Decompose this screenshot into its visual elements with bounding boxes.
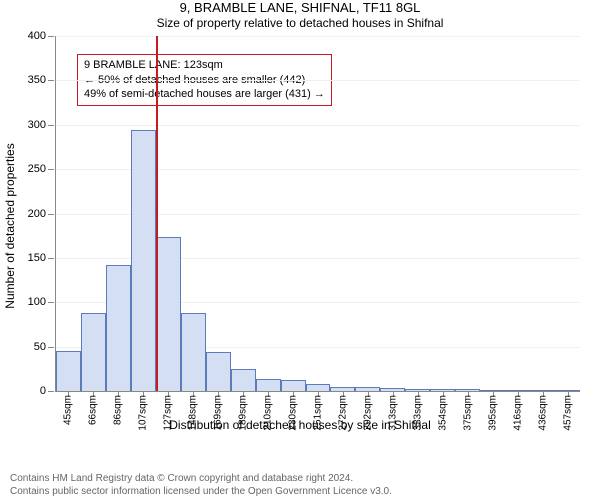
chart-area: Number of detached properties 9 BRAMBLE … — [55, 36, 580, 416]
y-tick — [48, 36, 54, 37]
callout-line: 49% of semi-detached houses are larger (… — [84, 87, 325, 102]
x-tick-label: 416sqm — [512, 395, 523, 431]
y-tick — [48, 214, 54, 215]
x-tick-label: 169sqm — [213, 395, 224, 431]
x-tick-label: 210sqm — [263, 395, 274, 431]
footer-line-2: Contains public sector information licen… — [10, 485, 590, 498]
y-tick-label: 300 — [28, 119, 46, 131]
x-tick-label: 148sqm — [188, 395, 199, 431]
bar — [131, 130, 156, 391]
bar — [206, 352, 231, 391]
x-tick-label: 313sqm — [387, 395, 398, 431]
callout-line: 9 BRAMBLE LANE: 123sqm — [84, 58, 325, 73]
plot-region: 9 BRAMBLE LANE: 123sqm← 50% of detached … — [55, 36, 580, 392]
bar — [106, 265, 131, 391]
x-tick-label: 292sqm — [362, 395, 373, 431]
gridline — [56, 36, 580, 37]
chart-subtitle: Size of property relative to detached ho… — [0, 16, 600, 30]
bar — [231, 369, 256, 391]
y-tick — [48, 347, 54, 348]
y-tick — [48, 80, 54, 81]
x-tick-label: 189sqm — [238, 395, 249, 431]
bar — [306, 384, 331, 391]
footer-line-1: Contains HM Land Registry data © Crown c… — [10, 472, 590, 485]
gridline — [56, 80, 580, 81]
chart-title: 9, BRAMBLE LANE, SHIFNAL, TF11 8GL — [0, 0, 600, 15]
footer: Contains HM Land Registry data © Crown c… — [10, 472, 590, 498]
y-tick-label: 100 — [28, 296, 46, 308]
y-tick-label: 250 — [28, 163, 46, 175]
x-tick-label: 436sqm — [537, 395, 548, 431]
x-tick-label: 457sqm — [562, 395, 573, 431]
x-tick-label: 272sqm — [337, 395, 348, 431]
y-tick-label: 50 — [34, 341, 46, 353]
y-tick — [48, 302, 54, 303]
x-tick-label: 333sqm — [412, 395, 423, 431]
y-tick-label: 200 — [28, 208, 46, 220]
bar — [281, 380, 306, 391]
x-tick-label: 251sqm — [313, 395, 324, 431]
bar — [156, 237, 181, 391]
x-tick-label: 66sqm — [88, 395, 99, 425]
x-tick-label: 86sqm — [113, 395, 124, 425]
gridline — [56, 125, 580, 126]
x-tick-label: 375sqm — [462, 395, 473, 431]
x-tick-label: 107sqm — [138, 395, 149, 431]
bar — [256, 379, 281, 391]
x-tick-label: 395sqm — [487, 395, 498, 431]
y-axis-title: Number of detached properties — [3, 143, 17, 308]
y-tick-label: 400 — [28, 30, 46, 42]
y-tick — [48, 391, 54, 392]
y-tick-label: 350 — [28, 74, 46, 86]
x-tick-label: 230sqm — [288, 395, 299, 431]
y-tick — [48, 169, 54, 170]
y-tick — [48, 125, 54, 126]
y-tick-label: 0 — [40, 385, 46, 397]
y-tick — [48, 258, 54, 259]
bar — [56, 351, 81, 391]
x-tick-label: 45sqm — [63, 395, 74, 425]
x-tick-label: 354sqm — [437, 395, 448, 431]
bar — [181, 313, 206, 391]
bar — [81, 313, 106, 391]
highlight-line — [156, 36, 158, 391]
x-tick-label: 127sqm — [163, 395, 174, 431]
y-tick-label: 150 — [28, 252, 46, 264]
